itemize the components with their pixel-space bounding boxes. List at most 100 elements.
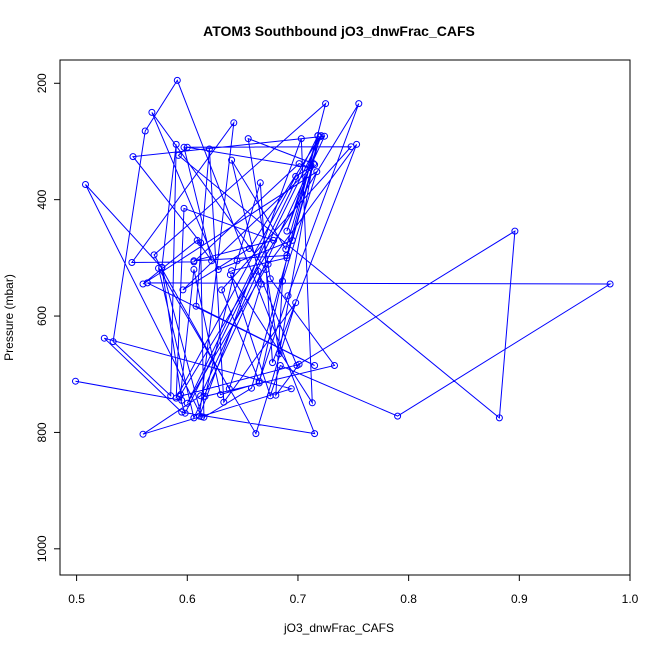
data-point [269, 359, 276, 367]
data-point [143, 279, 151, 287]
y-tick-label: 1000 [35, 535, 49, 562]
data-point [128, 259, 136, 266]
series-line [75, 79, 612, 435]
data-point [283, 254, 291, 262]
data-point [82, 181, 89, 188]
x-axis: 0.5 0.6 0.7 0.8 0.9 1.0 [68, 575, 639, 606]
x-axis-label: jO3_dnwFrac_CAFS [283, 621, 394, 635]
data-point [313, 168, 321, 176]
x-tick-label: 1.0 [622, 592, 639, 606]
data-point [233, 257, 241, 265]
data-point [311, 430, 319, 438]
data-point [228, 267, 236, 275]
data-point [248, 384, 255, 392]
y-tick-label: 600 [35, 306, 49, 326]
data-point [174, 151, 182, 159]
data-point [322, 100, 330, 108]
data-point [148, 108, 156, 116]
data-point [256, 179, 264, 187]
data-point [197, 392, 205, 400]
data-point [314, 132, 322, 140]
data-point [100, 334, 108, 342]
data-point [172, 394, 180, 402]
data-point [193, 236, 201, 244]
data-point [158, 264, 166, 272]
data-point [317, 132, 325, 140]
y-axis: 200 400 600 800 1000 [35, 73, 60, 562]
data-point [190, 414, 198, 422]
data-point [295, 160, 303, 168]
y-tick-label: 800 [35, 422, 49, 442]
data-point [129, 153, 137, 161]
data-point [141, 127, 149, 135]
data-point [109, 338, 117, 346]
data-point [217, 391, 224, 399]
data-point [225, 385, 233, 393]
data-point [72, 377, 79, 385]
x-tick-label: 0.9 [511, 592, 528, 606]
data-point [150, 251, 158, 259]
data-point [394, 412, 402, 420]
data-point [270, 236, 278, 244]
data-point [226, 271, 234, 279]
data-point [214, 266, 222, 273]
plot-frame [59, 59, 631, 576]
data-point [284, 292, 292, 300]
data-point [218, 286, 226, 294]
x-tick-label: 0.8 [400, 592, 417, 606]
data-point [310, 160, 317, 168]
data-point [331, 362, 338, 369]
data-point [180, 204, 188, 212]
data-point [283, 252, 291, 259]
data-point [183, 143, 191, 151]
x-tick-label: 0.7 [290, 592, 307, 606]
x-tick-label: 0.6 [179, 592, 196, 606]
data-point [190, 257, 198, 265]
data-point [511, 227, 519, 235]
data-point [495, 414, 503, 422]
data-point [308, 399, 316, 407]
data-point [177, 391, 185, 399]
data-point [139, 430, 147, 438]
data-point [321, 132, 328, 140]
data-point [208, 257, 216, 265]
data-point [292, 172, 300, 180]
data-point [172, 140, 180, 148]
data-point [228, 156, 236, 164]
data-point [292, 299, 300, 307]
data-point [178, 408, 186, 416]
data-point [173, 76, 181, 84]
data-point [276, 362, 284, 369]
data-point [279, 277, 286, 285]
data-point [179, 286, 187, 294]
data-point [288, 236, 296, 244]
data-point [230, 119, 238, 127]
data-point [347, 143, 355, 151]
data-point [190, 266, 198, 273]
data-point [254, 267, 262, 275]
plot-area [72, 76, 614, 438]
data-point [355, 100, 363, 108]
data-point [266, 275, 274, 283]
data-point [205, 145, 213, 153]
x-tick-label: 0.5 [68, 592, 85, 606]
data-point [181, 409, 189, 417]
y-tick-label: 200 [35, 73, 49, 93]
data-point [192, 302, 200, 310]
data-point [220, 398, 228, 406]
data-point [183, 399, 191, 407]
data-point [282, 245, 290, 253]
y-tick-label: 400 [35, 189, 49, 209]
data-point [200, 413, 208, 421]
data-point [606, 280, 614, 288]
data-point [155, 264, 162, 272]
data-point [264, 260, 272, 268]
data-point [139, 280, 147, 288]
data-point [295, 360, 303, 368]
data-point [255, 379, 263, 387]
data-point [176, 392, 183, 400]
y-axis-label: Pressure (mbar) [2, 274, 16, 361]
data-point [287, 385, 295, 393]
data-point [311, 362, 319, 369]
